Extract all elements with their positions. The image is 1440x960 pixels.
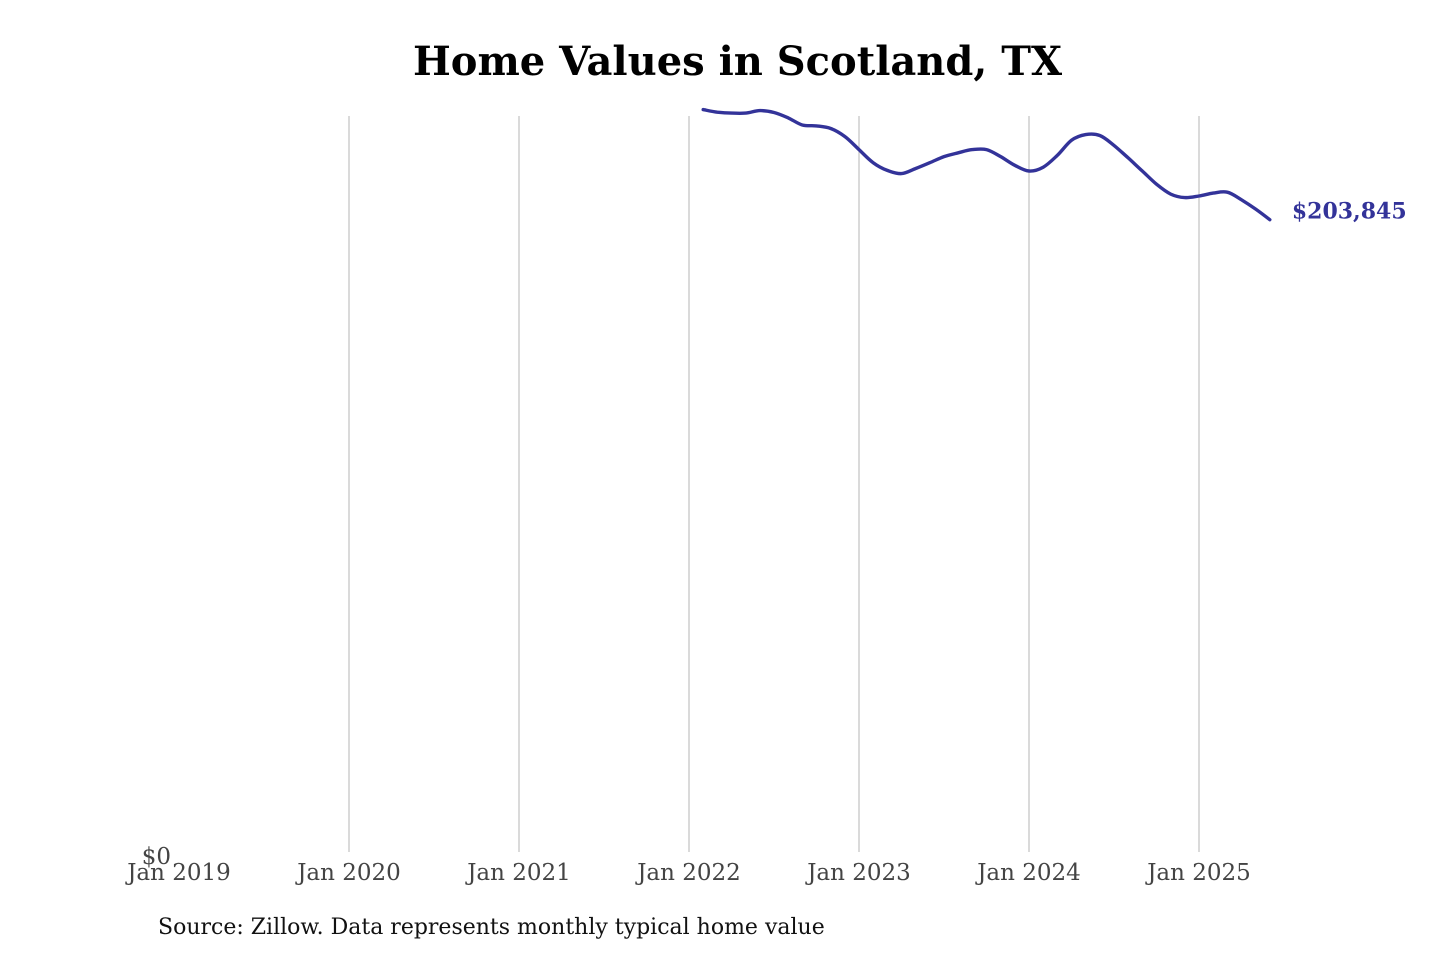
y-tick-label: $0 <box>142 844 171 870</box>
series-layer <box>701 107 1272 222</box>
labels-layer: Jan 2019 Jan 2020 Jan 2021 Jan 2022 Jan 2023… <box>125 199 1406 886</box>
x-tick-label: Jan 2025 <box>1145 860 1251 886</box>
end-value-label: $203,845 <box>1292 199 1407 225</box>
gridlines <box>348 116 1200 852</box>
x-tick-label: Jan 2023 <box>805 860 911 886</box>
x-tick-label: Jan 2022 <box>635 860 741 886</box>
series-line <box>701 107 1272 222</box>
source-note: Source: Zillow. Data represents monthly … <box>158 915 825 940</box>
x-tick-label: Jan 2021 <box>465 860 571 886</box>
x-tick-label: Jan 2020 <box>295 860 401 886</box>
x-tick-label: Jan 2024 <box>975 860 1081 886</box>
x-tick-label: Jan 2019 <box>125 860 231 886</box>
chart-title: Home Values in Scotland, TX <box>412 38 1063 85</box>
